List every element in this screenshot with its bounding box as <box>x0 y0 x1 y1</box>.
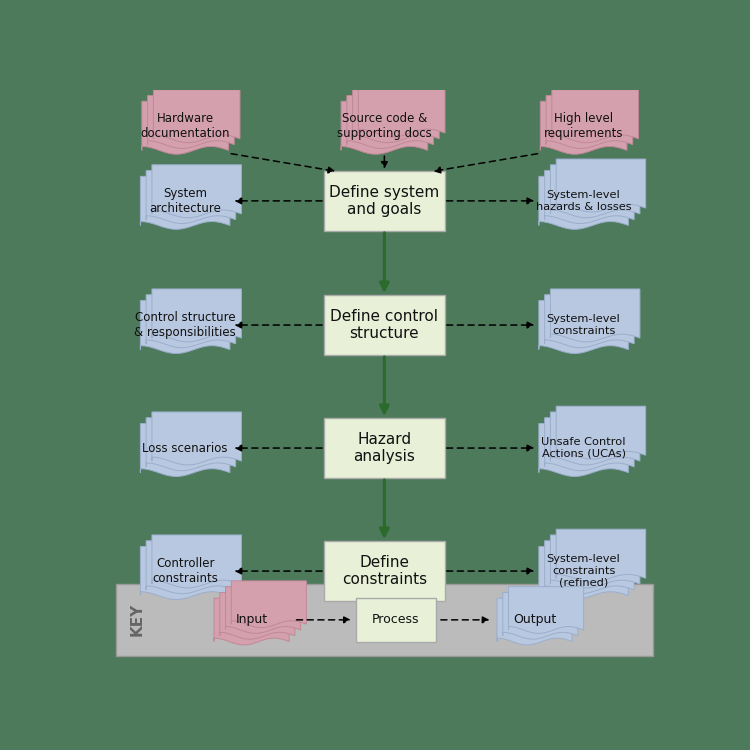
Polygon shape <box>231 580 307 628</box>
Polygon shape <box>538 176 628 230</box>
Text: High level
requirements: High level requirements <box>544 112 623 140</box>
Polygon shape <box>140 176 230 230</box>
Text: Output: Output <box>513 614 556 626</box>
Polygon shape <box>546 95 633 148</box>
Text: Controller
constraints: Controller constraints <box>152 557 218 585</box>
Text: System-level
constraints: System-level constraints <box>547 314 620 336</box>
Polygon shape <box>148 95 234 148</box>
Polygon shape <box>497 598 572 645</box>
Polygon shape <box>538 424 628 476</box>
FancyBboxPatch shape <box>116 584 653 656</box>
Polygon shape <box>152 535 242 588</box>
Polygon shape <box>220 592 295 639</box>
Polygon shape <box>544 541 634 594</box>
Polygon shape <box>140 301 230 353</box>
FancyBboxPatch shape <box>324 170 445 231</box>
Polygon shape <box>140 547 230 599</box>
Text: Input: Input <box>236 614 268 626</box>
Polygon shape <box>540 101 627 154</box>
Polygon shape <box>152 289 242 342</box>
Polygon shape <box>556 530 646 582</box>
Text: Define
constraints: Define constraints <box>342 555 427 587</box>
Polygon shape <box>152 412 242 465</box>
FancyBboxPatch shape <box>356 598 436 641</box>
Polygon shape <box>146 418 236 471</box>
Text: System-level
hazards & losses: System-level hazards & losses <box>536 190 632 211</box>
Polygon shape <box>550 165 640 218</box>
Text: Define control
structure: Define control structure <box>330 309 438 341</box>
Text: KEY: KEY <box>130 603 145 637</box>
Polygon shape <box>352 90 440 142</box>
Polygon shape <box>538 547 628 599</box>
Polygon shape <box>153 90 240 142</box>
Text: Define system
and goals: Define system and goals <box>329 184 440 217</box>
Text: Loss scenarios: Loss scenarios <box>142 442 228 454</box>
Polygon shape <box>556 406 646 459</box>
Polygon shape <box>544 170 634 224</box>
Polygon shape <box>214 598 289 645</box>
Polygon shape <box>140 424 230 476</box>
Text: Unsafe Control
Actions (UCAs): Unsafe Control Actions (UCAs) <box>542 437 626 459</box>
Polygon shape <box>552 90 638 142</box>
FancyBboxPatch shape <box>324 295 445 356</box>
Polygon shape <box>556 159 646 212</box>
FancyBboxPatch shape <box>324 418 445 478</box>
Polygon shape <box>544 295 634 348</box>
Polygon shape <box>503 592 578 639</box>
Polygon shape <box>550 412 640 465</box>
Text: System
architecture: System architecture <box>149 187 221 215</box>
Polygon shape <box>142 101 229 154</box>
Text: Hazard
analysis: Hazard analysis <box>353 432 416 464</box>
Text: Control structure
& responsibilities: Control structure & responsibilities <box>134 311 236 339</box>
Text: System-level
constraints
(refined): System-level constraints (refined) <box>547 554 620 588</box>
Text: Hardware
documentation: Hardware documentation <box>140 112 230 140</box>
Polygon shape <box>358 84 445 137</box>
Polygon shape <box>146 295 236 348</box>
Polygon shape <box>544 418 634 471</box>
Polygon shape <box>341 101 427 154</box>
Text: Process: Process <box>372 614 420 626</box>
Text: Source code &
supporting docs: Source code & supporting docs <box>337 112 432 140</box>
Polygon shape <box>550 289 640 342</box>
Polygon shape <box>538 301 628 353</box>
FancyBboxPatch shape <box>324 541 445 602</box>
Polygon shape <box>346 95 433 148</box>
Polygon shape <box>146 541 236 594</box>
Polygon shape <box>550 535 640 588</box>
Polygon shape <box>146 170 236 224</box>
Polygon shape <box>152 165 242 218</box>
Polygon shape <box>226 586 301 634</box>
Polygon shape <box>509 586 584 634</box>
